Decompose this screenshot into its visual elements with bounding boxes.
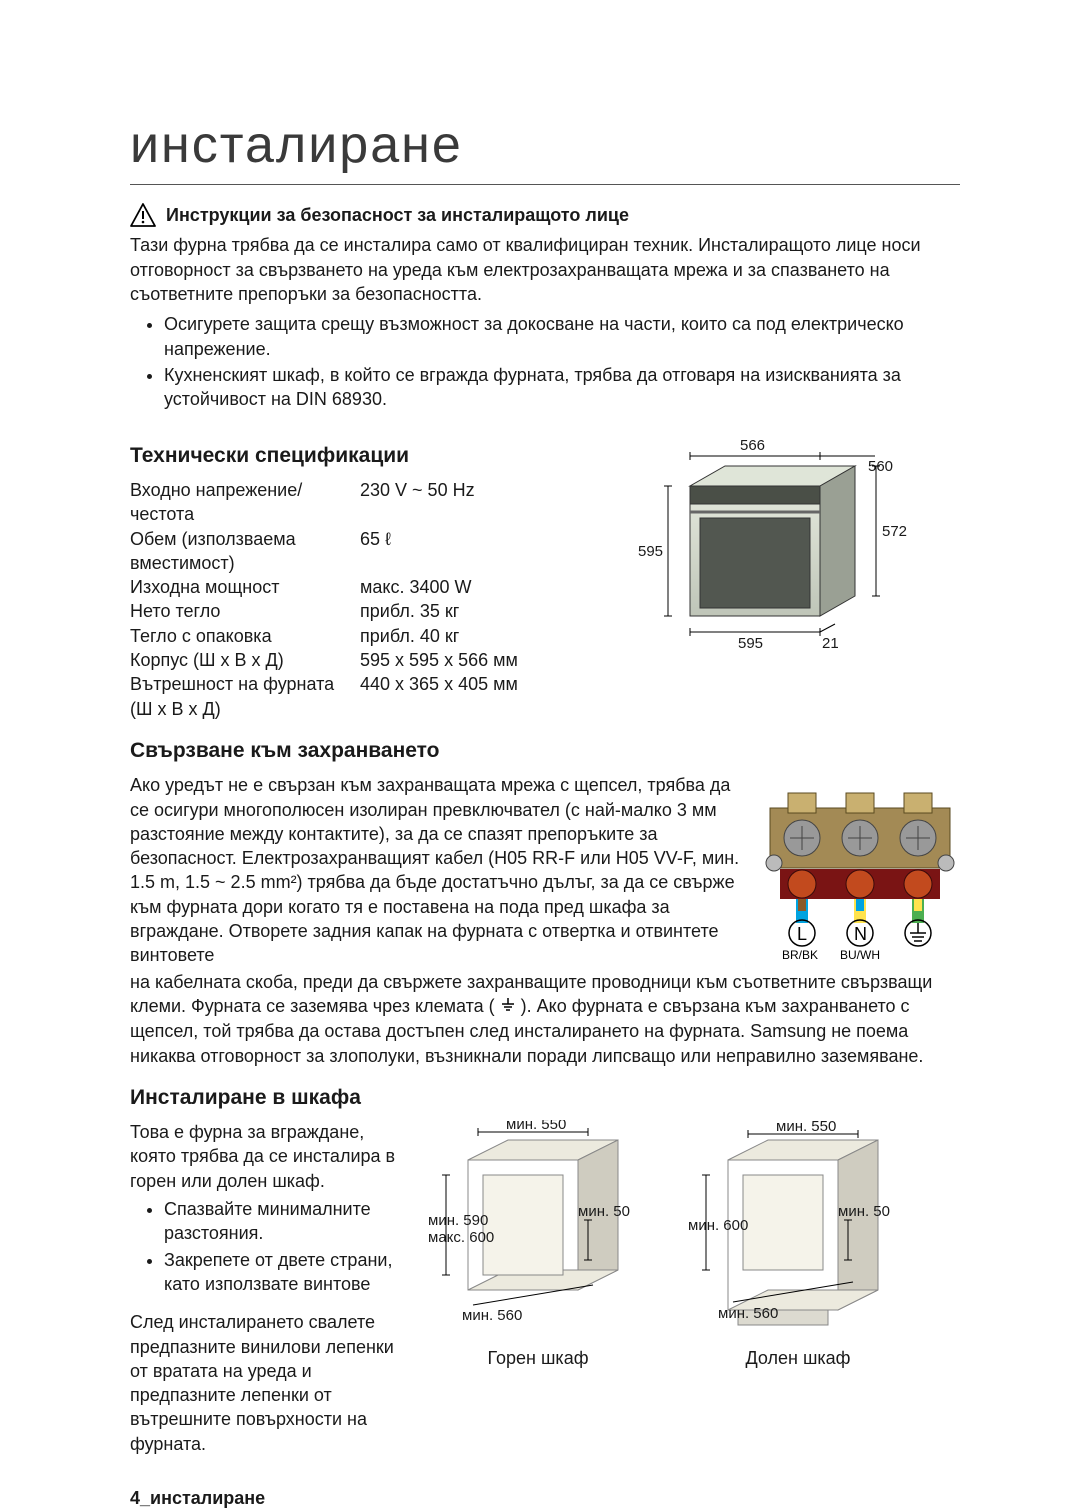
- dim-label: мин. 590: [428, 1212, 488, 1229]
- oven-dimension-diagram: 566 560 595 572 595 21: [580, 426, 960, 656]
- spec-label: Изходна мощност: [130, 575, 360, 599]
- dim-label: 572: [882, 523, 907, 540]
- safety-intro: Тази фурна трябва да се инсталира само о…: [130, 233, 960, 306]
- dim-label: 566: [740, 437, 765, 454]
- list-item: Закрепете от двете страни, като използва…: [164, 1248, 410, 1297]
- dim-label: мин. 600: [688, 1217, 748, 1234]
- connection-text-2: на кабелната скоба, преди да свържете за…: [130, 970, 960, 1068]
- install-after: След инсталирането свалете предпазните в…: [130, 1310, 410, 1456]
- specs-table: Входно напрежение/честота230 V ~ 50 Hz О…: [130, 478, 560, 721]
- dim-label: мин. 560: [718, 1305, 778, 1322]
- spec-label: Обем (използваема вместимост): [130, 527, 360, 576]
- dim-label: макс. 600: [428, 1229, 494, 1246]
- dim-label: мин. 550: [506, 1120, 566, 1133]
- upper-cabinet-caption: Горен шкаф: [428, 1346, 648, 1370]
- dim-label: 595: [738, 635, 763, 652]
- spec-value: 440 x 365 x 405 мм: [360, 672, 560, 721]
- lower-cabinet-caption: Долен шкаф: [688, 1346, 908, 1370]
- safety-heading-row: Инструкции за безопасност за инсталиращо…: [130, 203, 960, 227]
- dim-label: мин. 550: [776, 1120, 836, 1135]
- spec-label: Вътрешност на фурната (Ш x В x Д): [130, 672, 360, 721]
- page-title: инсталиране: [130, 110, 960, 185]
- ground-icon: [500, 995, 516, 1019]
- wire-buwh-label: BU/WH: [840, 948, 880, 962]
- terminal-N-label: N: [854, 924, 867, 944]
- spec-value: макс. 3400 W: [360, 575, 560, 599]
- page-footer: 4_инсталиране: [130, 1486, 960, 1510]
- safety-heading: Инструкции за безопасност за инсталиращо…: [166, 203, 629, 227]
- list-item: Кухненският шкаф, в който се вгражда фур…: [164, 363, 960, 412]
- dim-label: 595: [638, 543, 663, 560]
- warning-icon: [130, 203, 156, 227]
- upper-cabinet-diagram: мин. 550 мин. 590 макс. 600 мин. 50 мин.…: [428, 1120, 648, 1371]
- list-item: Спазвайте минималните разстояния.: [164, 1197, 410, 1246]
- spec-value: 595 x 595 x 566 мм: [360, 648, 560, 672]
- specs-heading: Технически спецификации: [130, 442, 560, 470]
- spec-label: Нето тегло: [130, 599, 360, 623]
- terminal-L-label: L: [797, 924, 807, 944]
- dim-label: 560: [868, 458, 893, 475]
- lower-cabinet-diagram: мин. 550 мин. 600 мин. 50 мин. 560 Долен…: [688, 1120, 908, 1371]
- dim-label: мин. 560: [462, 1307, 522, 1324]
- spec-label: Входно напрежение/честота: [130, 478, 360, 527]
- dim-label: 21: [822, 635, 839, 652]
- connection-heading: Свързване към захранването: [130, 737, 960, 765]
- terminal-diagram: L N BR/BK BU/WH: [760, 773, 960, 969]
- install-heading: Инсталиране в шкафа: [130, 1084, 960, 1112]
- spec-value: 65 ℓ: [360, 527, 560, 576]
- spec-value: 230 V ~ 50 Hz: [360, 478, 560, 527]
- dim-label: мин. 50: [838, 1203, 890, 1220]
- wire-brbk-label: BR/BK: [782, 948, 818, 962]
- list-item: Осигурете защита срещу възможност за док…: [164, 312, 960, 361]
- safety-bullets: Осигурете защита срещу възможност за док…: [130, 312, 960, 411]
- spec-value: прибл. 35 кг: [360, 599, 560, 623]
- spec-label: Корпус (Ш x В x Д): [130, 648, 360, 672]
- spec-label: Тегло с опаковка: [130, 624, 360, 648]
- dim-label: мин. 50: [578, 1203, 630, 1220]
- spec-value: прибл. 40 кг: [360, 624, 560, 648]
- connection-text-1: Ако уредът не е свързан към захранващата…: [130, 773, 740, 967]
- install-bullets: Спазвайте минималните разстояния. Закреп…: [130, 1197, 410, 1296]
- install-intro: Това е фурна за вграждане, която трябва …: [130, 1120, 410, 1193]
